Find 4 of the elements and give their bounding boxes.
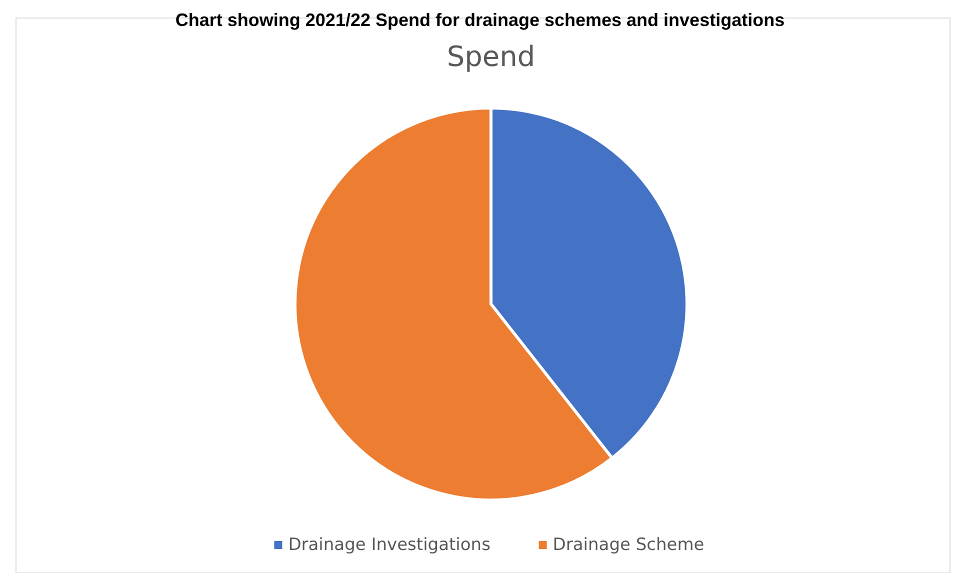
chart-title: Chart showing 2021/22 Spend for drainage schemes and investigations [175,10,785,30]
chart-subtitle: Spend [446,40,536,73]
legend-label: Drainage Scheme [552,535,704,555]
legend-label: Drainage Investigations [288,535,491,555]
